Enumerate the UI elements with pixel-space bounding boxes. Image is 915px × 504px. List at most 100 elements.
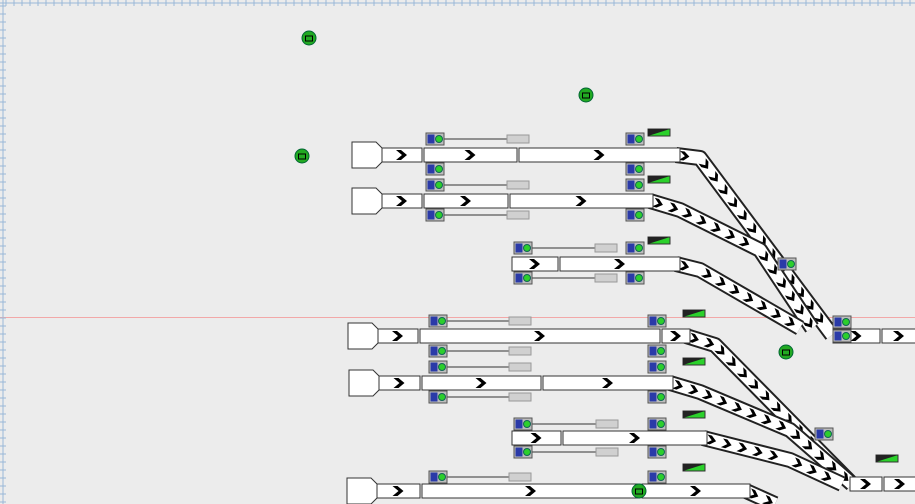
direction-arrow xyxy=(396,196,407,206)
buffer-stop xyxy=(346,477,378,504)
direction-arrow xyxy=(393,378,405,388)
signal-marker xyxy=(649,419,657,429)
signal-marker xyxy=(627,180,635,190)
signal-lamp xyxy=(523,244,531,252)
camera-icon xyxy=(778,344,794,360)
direction-arrow xyxy=(534,331,545,341)
direction-arrow xyxy=(464,150,476,160)
direction-arrow xyxy=(894,479,905,489)
direction-arrow xyxy=(679,150,690,161)
route-indicator xyxy=(506,210,530,220)
direction-arrow xyxy=(767,263,778,275)
direction-arrow xyxy=(770,401,781,412)
signal-lamp xyxy=(657,317,665,325)
signal-lamp xyxy=(523,274,531,282)
signal-marker xyxy=(427,210,435,220)
signal-lamp xyxy=(657,473,665,481)
direction-arrow xyxy=(705,434,717,445)
direction-arrow xyxy=(700,267,712,278)
direction-arrow xyxy=(714,275,726,286)
direction-arrow xyxy=(738,236,750,247)
signal-marker xyxy=(515,419,523,429)
signal-lamp xyxy=(635,211,643,219)
signal-marker xyxy=(430,346,438,356)
signal-marker xyxy=(515,447,523,457)
direction-arrow xyxy=(703,337,715,348)
state-flag-shade xyxy=(683,464,705,471)
signal-marker xyxy=(430,362,438,372)
direction-arrow xyxy=(688,332,699,343)
direction-arrow xyxy=(670,331,681,341)
signal-marker xyxy=(515,273,523,283)
direction-arrow xyxy=(736,367,747,378)
camera-body xyxy=(298,153,306,160)
direction-arrow xyxy=(784,290,795,302)
camera-body xyxy=(582,92,590,99)
direction-arrow xyxy=(802,317,813,328)
direction-arrow xyxy=(775,420,787,431)
camera-icon xyxy=(294,148,310,164)
track-section xyxy=(883,476,915,492)
state-flag-shade xyxy=(876,455,898,462)
direction-arrow xyxy=(681,207,693,218)
direction-arrow xyxy=(756,300,768,311)
direction-arrow xyxy=(672,379,683,390)
signal-marker xyxy=(427,180,435,190)
signal-marker xyxy=(627,134,635,144)
direction-arrow xyxy=(717,183,728,195)
direction-arrow xyxy=(825,460,837,471)
direction-arrow xyxy=(529,259,540,269)
direction-arrow xyxy=(460,196,471,206)
signal-lamp xyxy=(435,165,443,173)
signal-marker xyxy=(430,316,438,326)
route-indicator xyxy=(508,346,532,356)
camera-icon xyxy=(301,30,317,46)
direction-arrow xyxy=(652,197,663,208)
direction-arrow xyxy=(678,260,690,271)
direction-arrow xyxy=(731,401,742,412)
direction-arrow xyxy=(695,214,707,225)
direction-arrow xyxy=(850,331,862,341)
direction-arrow xyxy=(698,158,709,169)
direction-arrow xyxy=(776,277,786,288)
signal-marker xyxy=(627,273,635,283)
signal-lamp xyxy=(842,332,850,340)
track-section xyxy=(881,328,915,344)
route-indicator xyxy=(506,180,530,190)
signal-marker xyxy=(515,243,523,253)
camera-body xyxy=(305,35,313,42)
signal-marker xyxy=(649,316,657,326)
camera-icon xyxy=(631,483,647,499)
direction-arrow xyxy=(758,250,769,262)
direction-arrow xyxy=(801,439,813,450)
direction-arrow xyxy=(745,407,757,418)
direction-arrow xyxy=(629,433,640,443)
signal-lamp xyxy=(438,347,446,355)
state-flag-shade xyxy=(683,310,705,317)
signal-lamp xyxy=(523,448,531,456)
state-flag-shade xyxy=(683,411,705,418)
direction-arrow xyxy=(724,229,736,240)
direction-arrow xyxy=(742,291,754,303)
signal-lamp xyxy=(657,393,665,401)
route-indicator xyxy=(506,134,530,144)
direction-arrow xyxy=(736,209,747,221)
direction-arrow xyxy=(748,378,759,389)
signal-lamp xyxy=(523,420,531,428)
direction-arrow xyxy=(725,355,736,367)
direction-arrow xyxy=(701,389,713,400)
direction-arrow xyxy=(760,414,772,425)
direction-arrow xyxy=(770,308,781,319)
direction-arrow xyxy=(530,433,542,443)
direction-arrow xyxy=(525,486,536,496)
direction-arrow xyxy=(813,449,825,460)
signal-marker xyxy=(649,362,657,372)
direction-arrow xyxy=(475,378,487,388)
direction-arrow xyxy=(783,316,795,327)
direction-arrow xyxy=(708,171,719,182)
camera-icon xyxy=(578,87,594,103)
signal-marker xyxy=(430,472,438,482)
direction-arrow xyxy=(762,494,773,504)
